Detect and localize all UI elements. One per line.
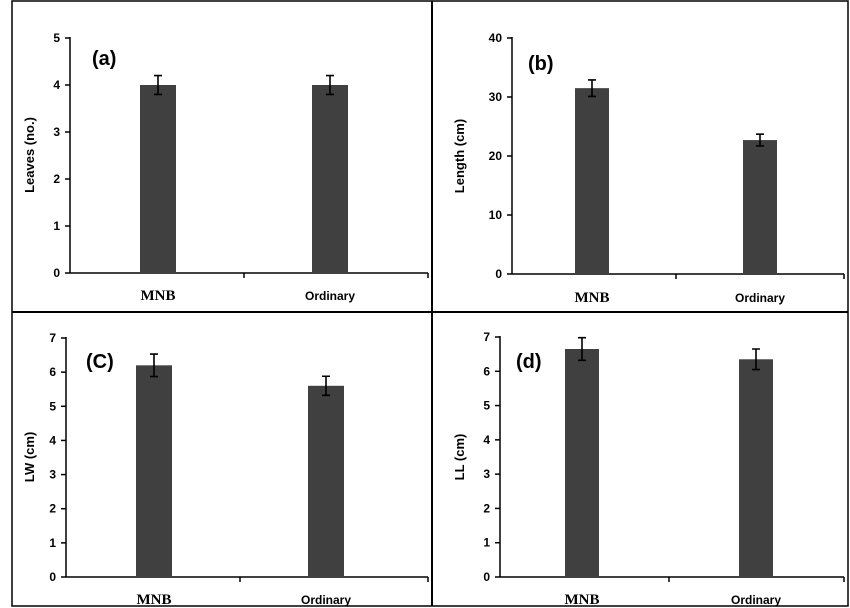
y-tick-label: 7 [483,330,490,344]
bar-mnb [140,85,176,273]
y-tick-label: 6 [483,364,490,378]
y-axis-label: LW (cm) [22,432,37,483]
panel-label: (b) [528,53,554,75]
bar-ordinary [743,140,777,274]
y-tick-label: 3 [49,468,56,482]
category-label: MNB [141,288,176,304]
y-tick-label: 10 [489,208,503,222]
error-bar [578,336,586,362]
y-tick-label: 5 [49,399,56,413]
y-axis-label: Leaves (no.) [22,117,37,193]
panel-2: 0 10 20 30 40 MNB Ordinary (b) Length (cm) [452,31,845,306]
y-tick-label: 30 [489,90,503,104]
error-bar [154,74,162,96]
figure-frame [11,0,849,607]
category-label: MNB [575,290,610,306]
panel-4: 0 1 2 3 4 5 6 7 MNB Ordinary (d) LL (cm) [452,330,845,608]
y-tick-label: 40 [489,31,503,45]
y-axis-label: LL (cm) [452,434,467,481]
bar-ordinary [308,385,344,577]
category-label: Ordinary [731,593,781,607]
bar-ordinary [312,85,348,273]
y-tick-label: 0 [495,267,502,281]
bar-mnb [565,349,599,577]
y-tick-label: 5 [483,399,490,413]
panel-label: (C) [86,351,114,373]
y-tick-label: 3 [53,125,60,139]
y-tick-label: 4 [49,433,56,447]
y-tick-label: 2 [53,172,60,186]
category-label: Ordinary [735,291,785,305]
panel-1: 0 1 2 3 4 5 MNB Ordinary (a) Leaves (no.) [22,31,429,304]
y-tick-label: 2 [483,501,490,515]
error-bar [150,353,158,378]
category-label: Ordinary [305,289,355,303]
y-tick-label: 4 [53,78,60,92]
category-label: Ordinary [301,593,351,607]
bar-mnb [575,88,609,275]
y-tick-label: 0 [53,266,60,280]
y-tick-label: 0 [483,570,490,584]
error-bar [322,375,330,397]
y-tick-label: 2 [49,502,56,516]
panel-label: (d) [516,351,542,373]
error-bar [752,348,760,371]
category-label: MNB [565,592,600,608]
y-tick-label: 5 [53,31,60,45]
y-tick-label: 7 [49,331,56,345]
y-axis-label: Length (cm) [452,119,467,193]
y-tick-label: 1 [483,536,490,550]
panel-3: 0 1 2 3 4 5 6 7 MNB Ordinary (C) LW (cm) [22,331,429,608]
y-tick-label: 20 [489,149,503,163]
y-tick-label: 6 [49,365,56,379]
y-tick-label: 1 [53,219,60,233]
error-bar [588,79,596,98]
y-tick-label: 1 [49,536,56,550]
y-tick-label: 0 [49,570,56,584]
bar-ordinary [739,359,773,577]
error-bar [756,133,764,147]
error-bar [326,74,334,96]
y-tick-label: 3 [483,467,490,481]
y-tick-label: 4 [483,433,490,447]
category-label: MNB [137,592,172,608]
panel-label: (a) [92,48,116,70]
bar-mnb [136,365,172,577]
